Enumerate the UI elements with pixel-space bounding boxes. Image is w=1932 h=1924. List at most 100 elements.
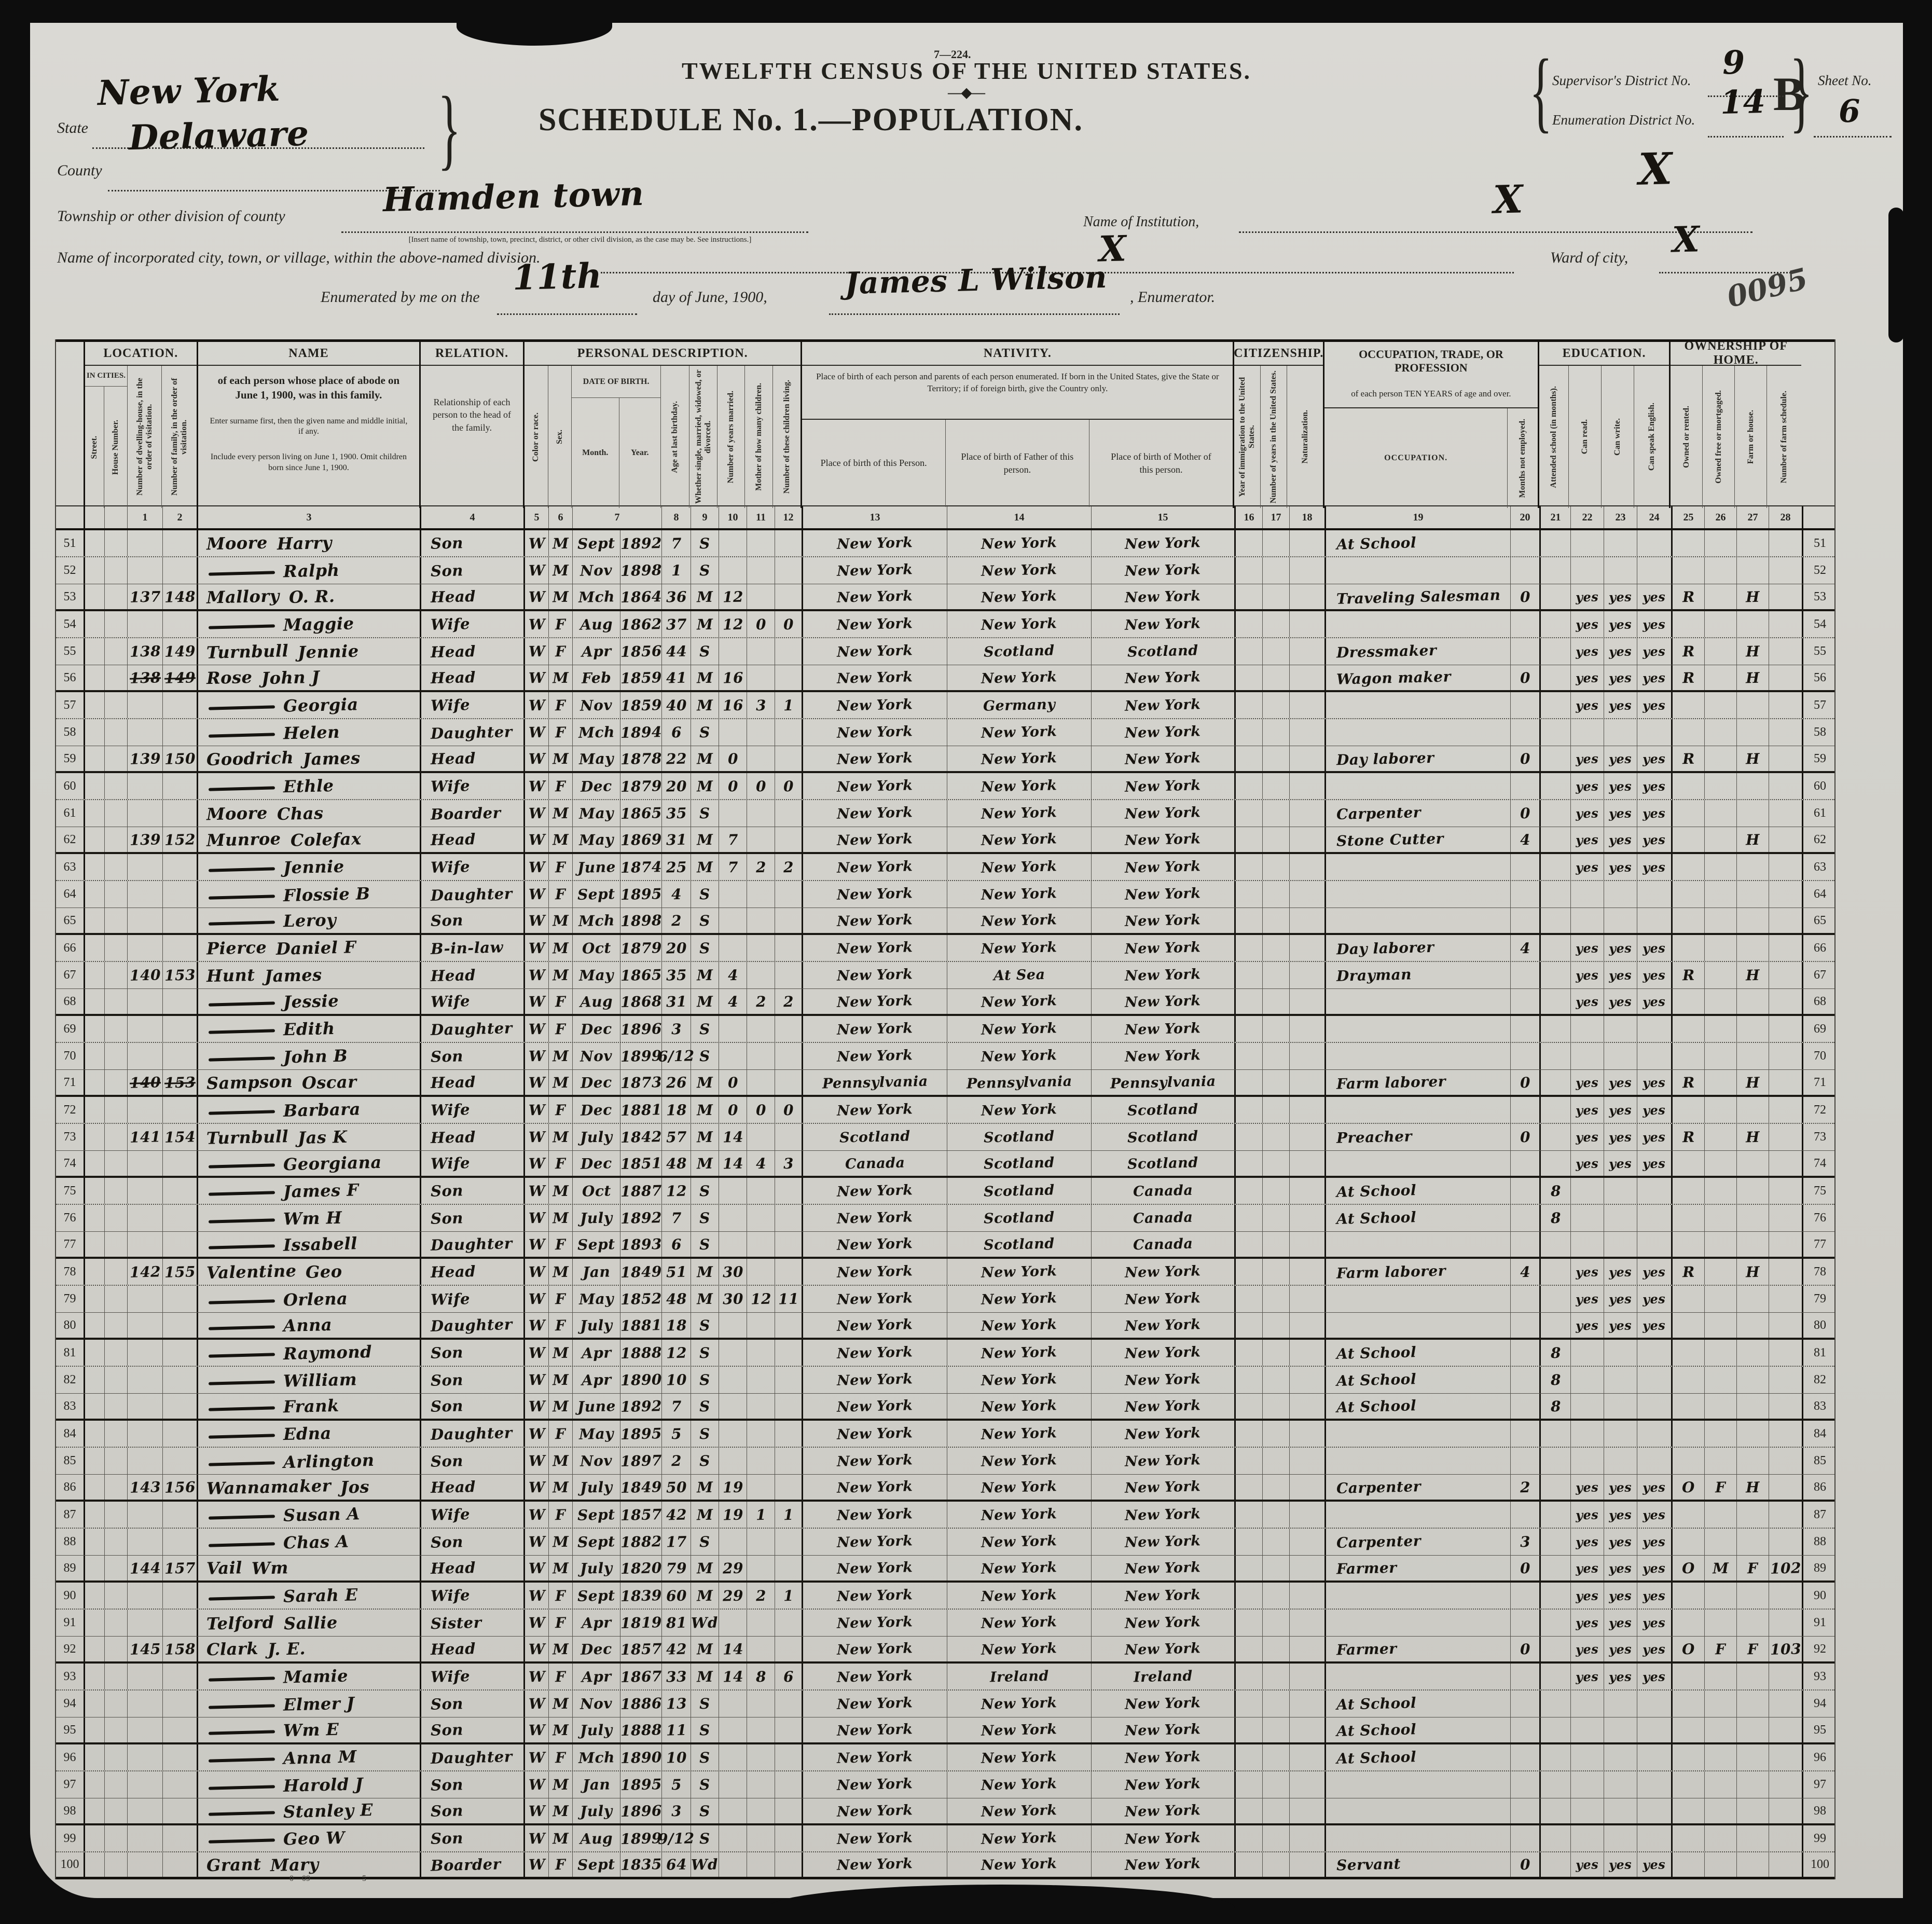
pob-person-cell: New York: [803, 1610, 947, 1636]
farm-schedule-cell: [1769, 1475, 1803, 1500]
owned-rented-cell: O: [1673, 1556, 1705, 1581]
dwelling-number-cell: [128, 1205, 163, 1231]
line-number-left: 57: [56, 692, 85, 718]
enumeration-line: [1708, 136, 1784, 138]
dwelling-number-cell: [128, 1771, 163, 1798]
years-married-cell: 14: [719, 1637, 747, 1661]
birth-month-cell: Dec: [573, 1016, 620, 1042]
house-number-cell: [105, 1016, 128, 1042]
color-cell: W: [525, 1798, 549, 1823]
farm-schedule-cell: [1769, 800, 1803, 827]
scan-artifact-top: [457, 7, 612, 46]
sex-cell: M: [549, 1367, 573, 1393]
owned-rented-cell: [1673, 1798, 1705, 1823]
immigration-year-cell: [1236, 1717, 1263, 1742]
name-cell: Orlena: [198, 1286, 421, 1312]
owned-rented-cell: [1673, 557, 1705, 584]
can-speak-english-cell: yes: [1637, 800, 1673, 827]
birth-month-cell: Feb: [573, 665, 620, 690]
enumerated-day-line: [497, 313, 637, 315]
pob-person-cell: New York: [803, 1259, 947, 1285]
sex-cell: M: [549, 1448, 573, 1474]
can-speak-english-cell: yes: [1637, 827, 1673, 852]
ditto-dash: [208, 1029, 275, 1034]
line-number-right: 52: [1814, 564, 1826, 577]
color-cell: W: [525, 1691, 549, 1717]
mother-of-cell: [747, 719, 775, 746]
pob-person-cell: New York: [803, 908, 947, 933]
color-cell: W: [525, 1448, 549, 1474]
pob-mother-cell: New York: [1092, 1286, 1236, 1312]
can-speak-english-cell: yes: [1637, 1097, 1673, 1123]
owned-rented-cell: [1673, 1313, 1705, 1338]
census-row-82: 82 William Son W M Apr 1890 10 S New York New York…: [56, 1367, 1834, 1394]
birth-month-cell: Dec: [573, 1151, 620, 1176]
birth-month-cell: Apr: [573, 1664, 620, 1689]
occupation-header: OCCUPATION, TRADE, OR PROFESSION of each…: [1324, 342, 1539, 508]
dwelling-number-cell: 139: [128, 827, 163, 852]
can-read-cell: [1571, 1178, 1604, 1204]
street-cell: [85, 1637, 105, 1661]
sex-col-label: Sex.: [555, 430, 564, 444]
house-number-cell: [105, 1340, 128, 1366]
years-married-cell: [719, 1232, 747, 1257]
occupation-cell: [1326, 1825, 1511, 1851]
farm-house-cell: [1737, 1664, 1769, 1689]
occupation-cell: [1326, 1664, 1511, 1689]
pob-person-cell: New York: [803, 989, 947, 1014]
pob-person-cell: New York: [803, 611, 947, 637]
nativity-title: NATIVITY.: [802, 342, 1233, 366]
relation-cell: Son: [421, 530, 525, 556]
immigration-year-cell: [1236, 881, 1263, 908]
mother-of-cell: [747, 1637, 775, 1661]
years-married-cell: 0: [719, 773, 747, 799]
pob-mother-cell: New York: [1092, 1744, 1236, 1770]
enumeration-label: Enumeration District No.: [1552, 112, 1695, 128]
line-number-right: 83: [1814, 1399, 1826, 1413]
color-cell: W: [525, 638, 549, 665]
years-in-us-cell: [1263, 1259, 1290, 1285]
pob-mother-cell: New York: [1092, 1852, 1236, 1877]
pob-mother-cell: New York: [1092, 854, 1236, 880]
age-cell: 42: [662, 1637, 691, 1661]
immigration-year-cell: [1236, 719, 1263, 746]
naturalization-cell: [1290, 1421, 1326, 1447]
birth-month-cell: Sept: [573, 1852, 620, 1877]
color-cell: W: [525, 1852, 549, 1877]
mother-of-cell: [747, 1043, 775, 1069]
city-label: Name of incorporated city, town, or vill…: [57, 249, 541, 266]
attended-school-cell: [1541, 1502, 1571, 1528]
line-number-right: 100: [1811, 1858, 1829, 1871]
pob-person-cell: New York: [803, 854, 947, 880]
years-in-us-cell: [1263, 1691, 1290, 1717]
can-write-cell: yes: [1604, 1151, 1637, 1176]
farm-schedule-cell: [1769, 1825, 1803, 1851]
relation-cell: Wife: [421, 854, 525, 880]
years-in-us-cell: [1263, 584, 1290, 609]
birth-year-cell: 1895: [620, 1421, 662, 1447]
farm-house-cell: [1737, 800, 1769, 827]
can-write-cell: [1604, 1798, 1637, 1823]
birth-month-cell: May: [573, 1286, 620, 1312]
attended-school-cell: [1541, 962, 1571, 988]
farm-house-cell: [1737, 1825, 1769, 1851]
occupation-cell: At School: [1326, 1205, 1511, 1231]
relation-cell: Boarder: [421, 800, 525, 827]
years-in-us-cell: [1263, 1340, 1290, 1366]
relation-cell: Head: [421, 1124, 525, 1150]
attended-school-cell: [1541, 989, 1571, 1014]
children-living-cell: 1: [775, 1502, 803, 1528]
line-number-right: 59: [1814, 751, 1826, 765]
can-read-cell: [1571, 1394, 1604, 1419]
mother-of-cell: 1: [747, 1502, 775, 1528]
table-rows: 51 Moore Harry Son W M Sept 1892 7 S New York New Y…: [56, 530, 1834, 1879]
census-row-79: 79 Orlena Wife W F May 1852 48 M 30 12 11 New York Ne…: [56, 1286, 1834, 1313]
relation-cell: Daughter: [421, 1232, 525, 1257]
attended-school-cell: [1541, 1798, 1571, 1823]
relation-cell: Head: [421, 746, 525, 771]
family-number-cell: [163, 773, 198, 799]
owned-rented-cell: [1673, 1610, 1705, 1636]
line-number-right: 60: [1814, 779, 1826, 793]
sex-cell: M: [549, 908, 573, 933]
months-not-employed-cell: [1511, 1205, 1541, 1231]
